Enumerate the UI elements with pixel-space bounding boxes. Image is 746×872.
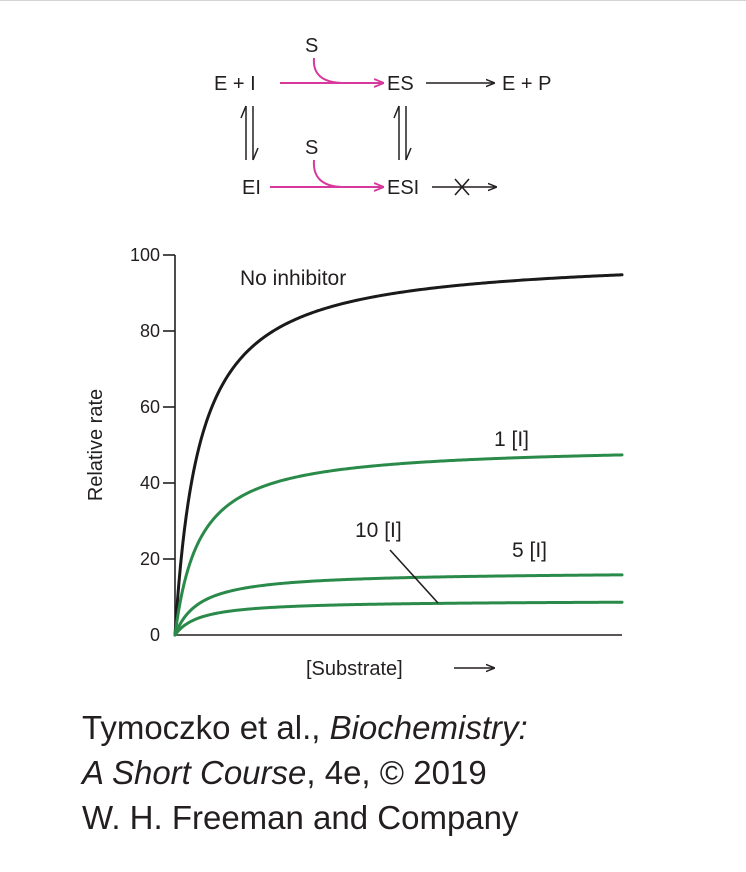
scheme-substrate-bottom: S xyxy=(305,137,318,159)
series-label-5i: 5 [I] xyxy=(512,539,547,562)
substrate-hook-bottom xyxy=(312,159,343,188)
caption-subtitle: A Short Course xyxy=(82,754,307,791)
x-axis-title: [Substrate] xyxy=(306,658,403,680)
caption-line-3: W. H. Freeman and Company xyxy=(82,799,519,836)
equilibrium-left xyxy=(240,105,259,161)
y-tick-label: 60 xyxy=(140,397,160,417)
y-tick-label: 40 xyxy=(140,473,160,493)
caption-authors: Tymoczko et al., xyxy=(82,709,330,746)
chart-axes xyxy=(174,255,622,636)
series-curves xyxy=(173,273,624,637)
blocked-cross-b xyxy=(454,178,470,196)
y-tick-label: 100 xyxy=(130,245,160,265)
caption-line-2: A Short Course, 4e, © 2019 xyxy=(82,750,722,795)
top-divider xyxy=(0,0,746,1)
scheme-substrate-top: S xyxy=(305,35,318,57)
caption-edition: , 4e, © 2019 xyxy=(306,754,487,791)
figure-caption: Tymoczko et al., Biochemistry: A Short C… xyxy=(82,705,722,840)
scheme-esi: ESI xyxy=(387,177,419,199)
y-tick-label: 0 xyxy=(150,625,160,645)
rate-chart: 0 20 40 60 80 100 Relative rate [Substrate] N… xyxy=(85,245,624,680)
series-curve-0 xyxy=(173,273,624,637)
caption-book-title: Biochemistry: xyxy=(329,709,528,746)
series-curve-2 xyxy=(173,573,624,637)
y-axis-title: Relative rate xyxy=(85,389,107,501)
series-label-10i-leader xyxy=(389,549,439,604)
scheme-es: ES xyxy=(387,73,414,95)
scheme-ei: EI xyxy=(242,177,261,199)
scheme-e-plus-i: E + I xyxy=(214,73,256,95)
scheme-e-plus-p: E + P xyxy=(502,73,551,95)
substrate-hook-top xyxy=(312,57,343,84)
equilibrium-right xyxy=(393,105,412,161)
series-curve-3 xyxy=(173,600,624,637)
figure: E + I ES E + P EI ESI S S xyxy=(85,35,624,680)
series-label-no-inhibitor: No inhibitor xyxy=(240,267,346,290)
caption-line-1: Tymoczko et al., Biochemistry: xyxy=(82,705,722,750)
series-label-1i: 1 [I] xyxy=(494,428,529,451)
series-curve-1 xyxy=(173,453,624,637)
series-label-10i: 10 [I] xyxy=(355,519,402,542)
reaction-scheme: E + I ES E + P EI ESI S S xyxy=(214,35,551,199)
y-ticks: 0 20 40 60 80 100 xyxy=(130,245,175,645)
y-tick-label: 80 xyxy=(140,321,160,341)
y-tick-label: 20 xyxy=(140,549,160,569)
